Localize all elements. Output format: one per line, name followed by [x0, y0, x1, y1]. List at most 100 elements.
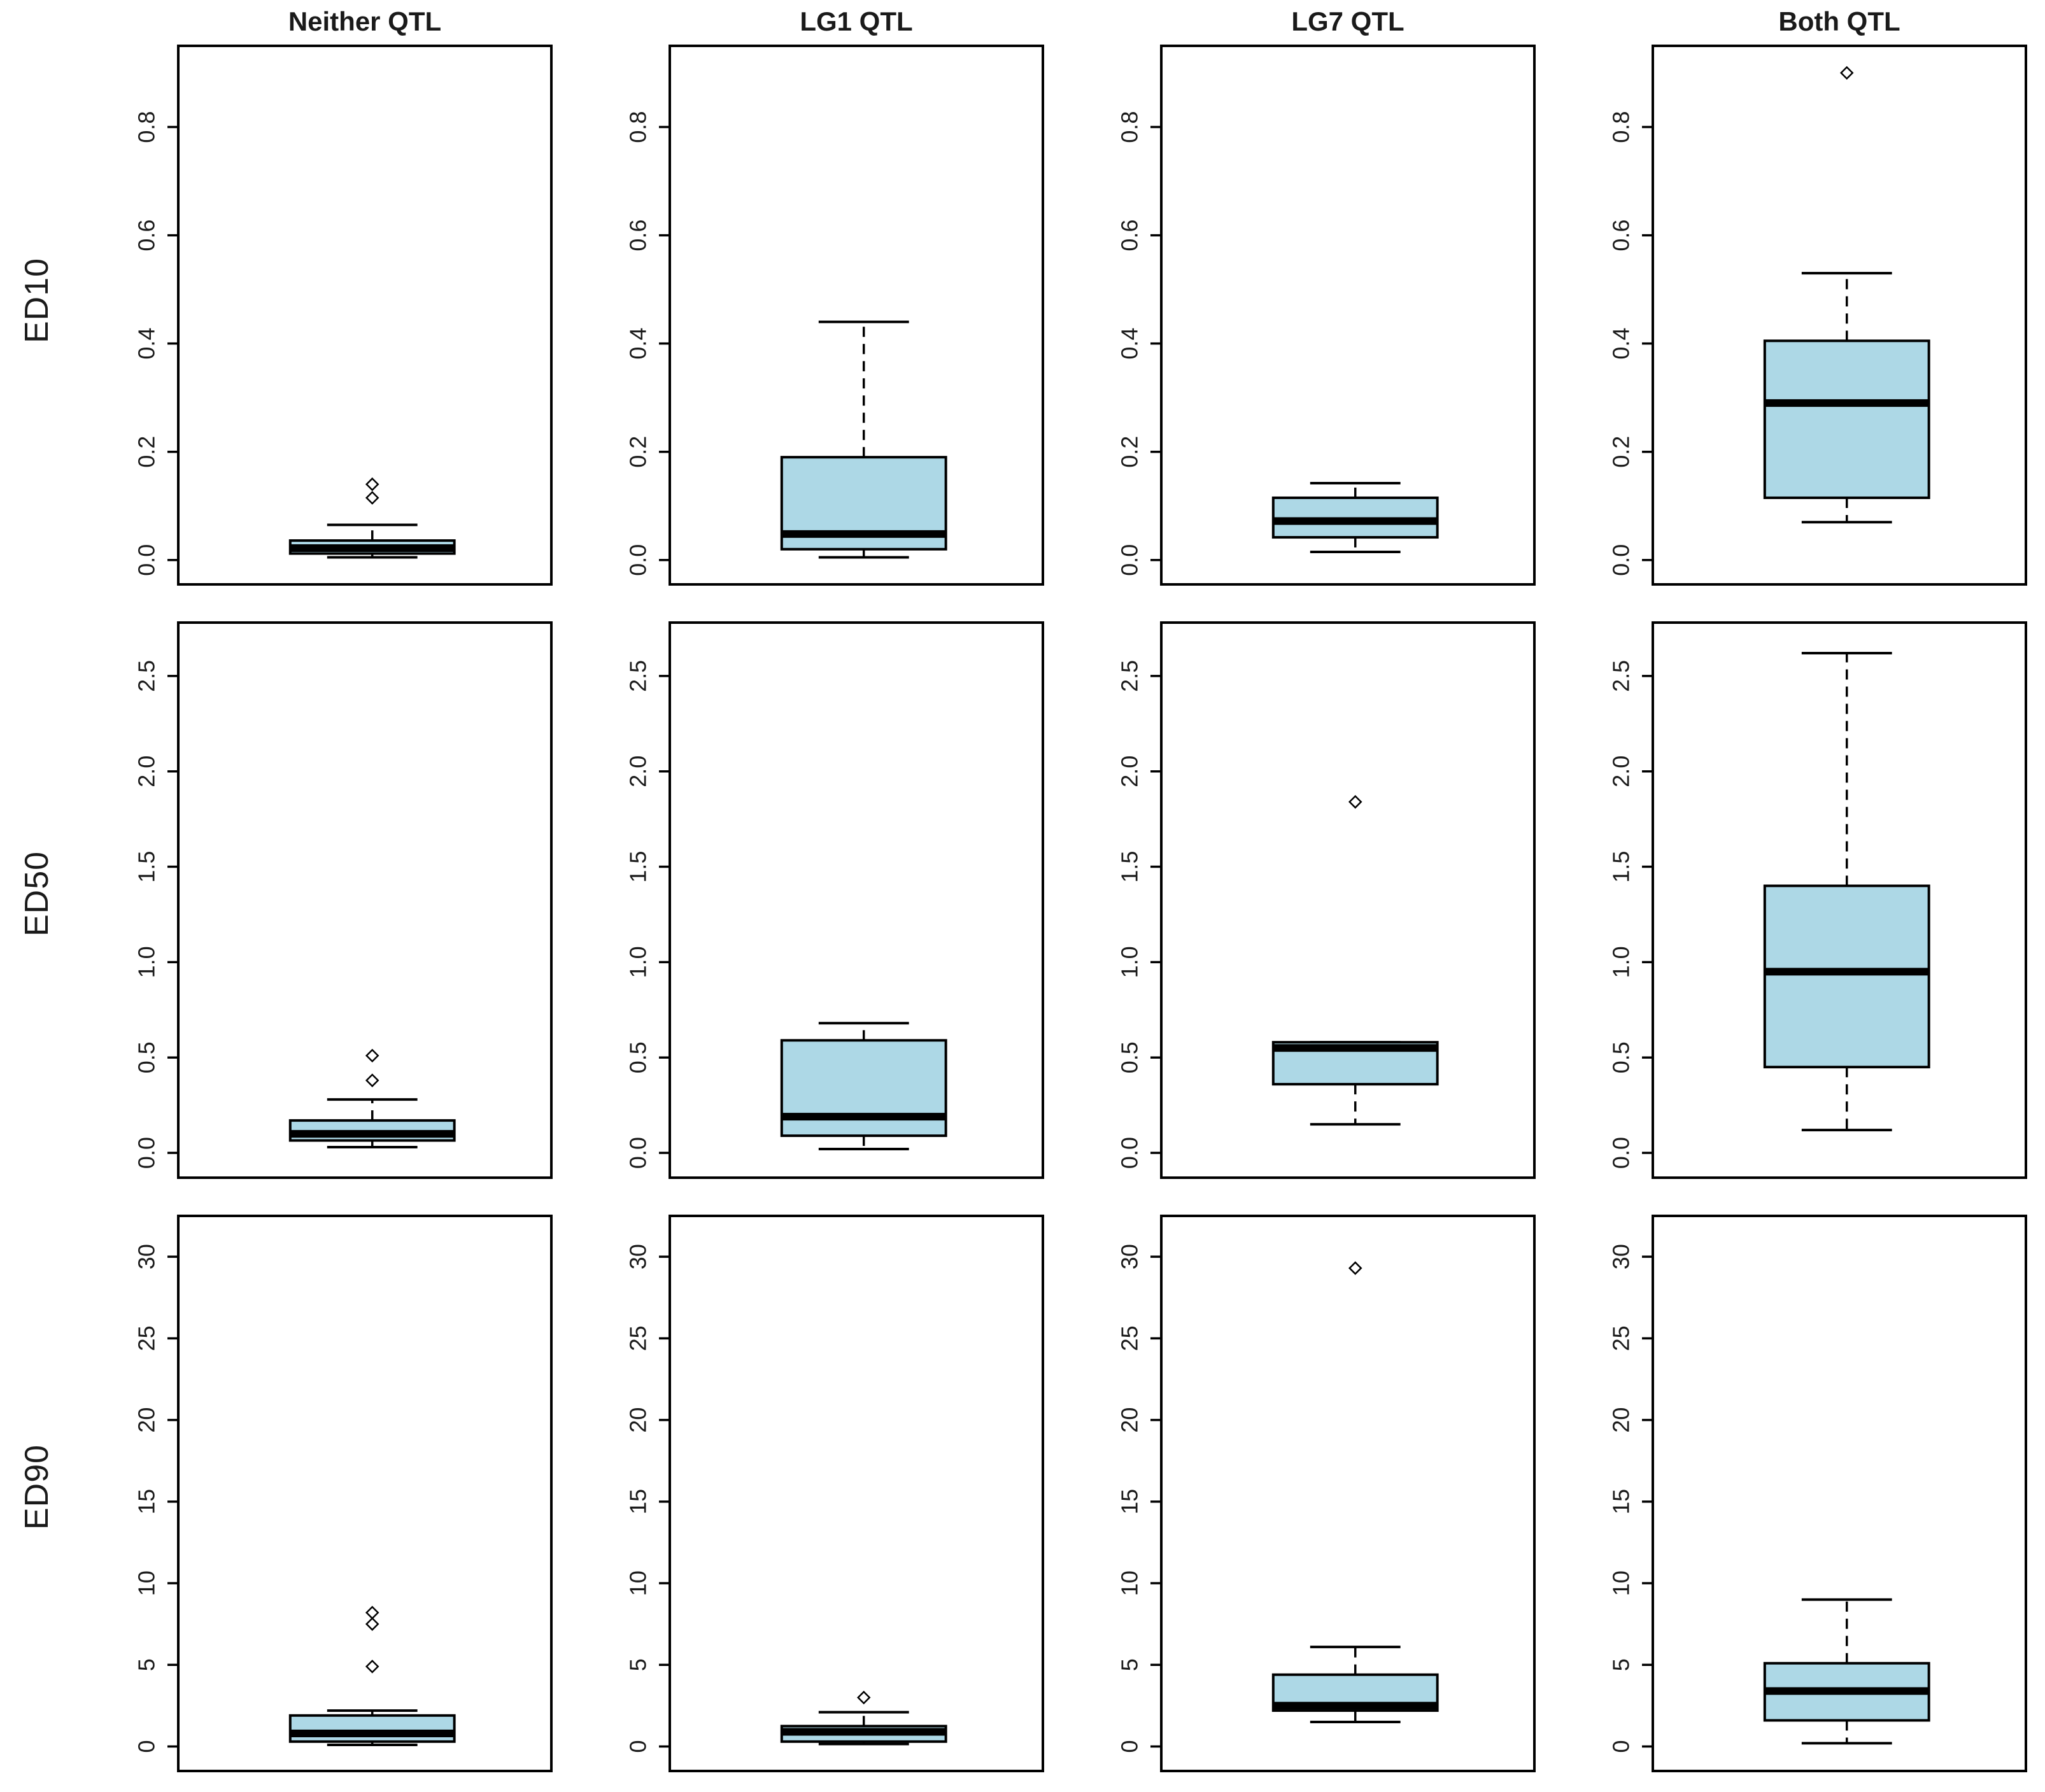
boxplot-svg: 0 5 10 15 20 25 30: [1608, 1215, 2027, 1772]
y-axis-tick-label: 30: [1608, 1244, 1634, 1269]
y-axis-tick-label: 0.2: [1117, 436, 1143, 468]
y-axis-tick-label: 1.0: [134, 946, 160, 978]
panel-title: LG1 QTL: [800, 6, 912, 36]
boxplot-panel-ed10-lg7: LG7 QTL 0.0 0.2 0.4 0.6 0.8: [1054, 4, 1546, 597]
boxplot-panel-ed50-lg7: 0.0 0.5 1.0 1.5 2.0 2.5: [1054, 597, 1546, 1190]
y-axis-tick-label: 0.6: [1117, 220, 1143, 251]
outlier-point: [365, 1073, 379, 1087]
plot-border: [1652, 621, 2027, 1179]
y-axis-tick-label: 0.5: [1117, 1041, 1143, 1073]
boxplot-panel-ed10-both: Both QTL 0.0 0.2 0.4 0.6 0.8: [1546, 4, 2037, 597]
boxplot-svg: 0.0 0.5 1.0 1.5 2.0 2.5: [1117, 621, 1536, 1179]
y-axis-tick-label: 2.5: [1608, 660, 1634, 692]
y-axis-tick-label: 20: [625, 1407, 651, 1433]
y-axis-tick-label: 25: [134, 1325, 160, 1351]
y-axis-tick-label: 0.4: [134, 328, 160, 360]
y-axis-tick-label: 0.4: [625, 328, 651, 360]
y-axis-tick-label: 0.0: [625, 544, 651, 576]
y-axis-tick-label: 5: [625, 1658, 651, 1671]
outlier-point: [365, 1048, 379, 1062]
outlier-point: [1348, 794, 1362, 809]
y-axis-tick-label: 2.0: [134, 756, 160, 787]
y-axis-tick-label: 0.5: [625, 1041, 651, 1073]
y-axis-tick-label: 0.0: [1117, 544, 1143, 576]
y-axis-tick-label: 2.5: [1117, 660, 1143, 692]
outlier-point: [365, 1660, 379, 1674]
plot-border: [669, 45, 1044, 586]
plot-border: [1160, 45, 1536, 586]
iqr-box: [1763, 339, 1930, 499]
y-axis-tick-label: 2.0: [1608, 756, 1634, 787]
y-axis-tick-label: 0.2: [134, 436, 160, 468]
y-axis-tick-label: 2.5: [625, 660, 651, 692]
y-axis-tick-label: 0.6: [134, 220, 160, 251]
row-label-ed10-cell: ED10: [3, 4, 71, 597]
y-axis-tick-label: 0.0: [134, 1137, 160, 1169]
plot-border: [1160, 1215, 1536, 1772]
y-axis-tick-label: 0.0: [625, 1137, 651, 1169]
plot-border: [177, 621, 553, 1179]
plot-border: [177, 1215, 553, 1772]
row-label-ed90-cell: ED90: [3, 1190, 71, 1784]
y-axis-tick-label: 20: [134, 1407, 160, 1433]
y-axis-tick-label: 0.4: [1117, 328, 1143, 360]
boxplot-panel-ed50-lg1: 0.0 0.5 1.0 1.5 2.0 2.5: [563, 597, 1054, 1190]
y-axis-tick-label: 10: [134, 1570, 160, 1596]
boxplot-panel-ed90-neither: 0 5 10 15 20 25 30: [71, 1190, 563, 1784]
plot-border: [1160, 621, 1536, 1179]
plot-border: [177, 45, 553, 586]
boxplot-panel-ed90-both: 0 5 10 15 20 25 30: [1546, 1190, 2037, 1784]
panel-title: Neither QTL: [288, 6, 441, 36]
y-axis-tick-label: 0.8: [1608, 111, 1634, 143]
outlier-point: [365, 1617, 379, 1631]
y-axis-tick-label: 0: [134, 1740, 160, 1753]
boxplot-svg: 0 5 10 15 20 25 30: [625, 1215, 1044, 1772]
outlier-point: [1839, 66, 1854, 80]
boxplot-svg: 0 5 10 15 20 25 30: [1117, 1215, 1536, 1772]
plot-border: [1652, 45, 2027, 586]
y-axis-tick-label: 0.0: [1117, 1137, 1143, 1169]
y-axis-tick-label: 0.6: [1608, 220, 1634, 251]
y-axis-tick-label: 25: [1608, 1325, 1634, 1351]
y-axis-tick-label: 0.0: [134, 544, 160, 576]
y-axis-tick-label: 10: [625, 1570, 651, 1596]
y-axis-tick-label: 20: [1117, 1407, 1143, 1433]
boxplot-panel-ed10-neither: Neither QTL 0.0 0.2 0.4 0.6 0.8: [71, 4, 563, 597]
boxplot-svg: 0 5 10 15 20 25 30: [134, 1215, 553, 1772]
y-axis-tick-label: 0.2: [625, 436, 651, 468]
boxplot-panel-ed10-lg1: LG1 QTL 0.0 0.2 0.4 0.6 0.8: [563, 4, 1054, 597]
y-axis-tick-label: 0.8: [134, 111, 160, 143]
y-axis-tick-label: 1.5: [1608, 851, 1634, 883]
panel-title: Both QTL: [1778, 6, 1900, 36]
boxplot-panel-ed90-lg1: 0 5 10 15 20 25 30: [563, 1190, 1054, 1784]
y-axis-tick-label: 2.0: [625, 756, 651, 787]
outlier-point: [856, 1690, 871, 1705]
y-axis-tick-label: 2.0: [1117, 756, 1143, 787]
y-axis-tick-label: 0.8: [625, 111, 651, 143]
boxplot-svg: 0.0 0.5 1.0 1.5 2.0 2.5: [1608, 621, 2027, 1179]
y-axis-tick-label: 0.0: [1608, 544, 1634, 576]
y-axis-tick-label: 1.5: [1117, 851, 1143, 883]
y-axis-tick-label: 0.5: [134, 1041, 160, 1073]
boxplot-svg: Both QTL 0.0 0.2 0.4 0.6 0.8: [1608, 6, 2027, 586]
y-axis-tick-label: 30: [134, 1244, 160, 1269]
y-axis-tick-label: 10: [1608, 1570, 1634, 1596]
panel-title: LG7 QTL: [1291, 6, 1404, 36]
y-axis-tick-label: 1.5: [134, 851, 160, 883]
y-axis-tick-label: 0.0: [1608, 1137, 1634, 1169]
boxplot-svg: Neither QTL 0.0 0.2 0.4 0.6 0.8: [134, 6, 553, 586]
boxplot-svg: LG7 QTL 0.0 0.2 0.4 0.6 0.8: [1117, 6, 1536, 586]
boxplot-svg: 0.0 0.5 1.0 1.5 2.0 2.5: [625, 621, 1044, 1179]
y-axis-tick-label: 1.5: [625, 851, 651, 883]
boxplot-panel-ed50-neither: 0.0 0.5 1.0 1.5 2.0 2.5: [71, 597, 563, 1190]
row-label-ed10: ED10: [18, 257, 56, 344]
y-axis-tick-label: 0: [1117, 1740, 1143, 1753]
y-axis-tick-label: 25: [625, 1325, 651, 1351]
boxplot-panel-ed90-lg7: 0 5 10 15 20 25 30: [1054, 1190, 1546, 1784]
y-axis-tick-label: 0.6: [625, 220, 651, 251]
y-axis-tick-label: 5: [1608, 1658, 1634, 1671]
y-axis-tick-label: 25: [1117, 1325, 1143, 1351]
outlier-point: [365, 1605, 379, 1619]
row-label-ed50: ED50: [18, 850, 56, 937]
